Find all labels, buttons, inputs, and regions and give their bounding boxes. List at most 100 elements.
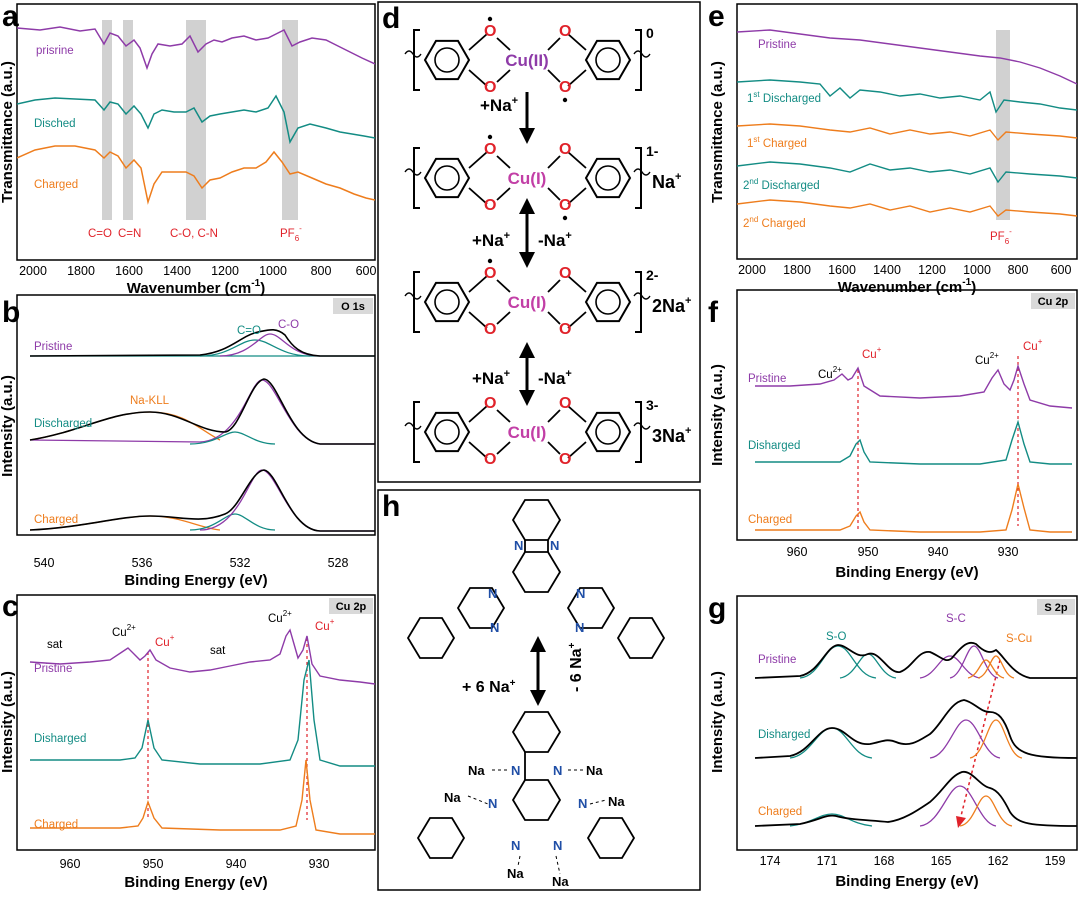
tick-label: 1000 <box>963 263 991 277</box>
step-label-na-add-1: +Na+ <box>480 95 518 115</box>
bond-line <box>567 405 587 423</box>
peak-label-cu1-2: Cu+ <box>315 617 335 633</box>
step-label-na-remove-2: -Na+ <box>538 230 572 250</box>
sodium-count: 3Na+ <box>652 425 691 446</box>
tick-label: 1600 <box>828 263 856 277</box>
panel-c: c Cu 2p Pristine Disharged Charged sat s… <box>0 590 376 891</box>
panel-label-f: f <box>708 296 719 329</box>
tick-label: 1400 <box>873 263 901 277</box>
aromatic-circle <box>595 165 621 191</box>
series-line-charged-c <box>30 759 375 835</box>
step-label-plus-6na: + 6 Na+ <box>462 678 516 696</box>
tick-label: 940 <box>928 545 949 559</box>
band-label-c-n-double: C=N <box>118 228 141 240</box>
series-line-2nd-discharged-e <box>737 161 1077 184</box>
panel-b: b O 1s Pristine Discharged Charged C=O C… <box>0 294 376 589</box>
plot-frame-f <box>736 289 1078 541</box>
panel-g: g S 2p Pristine Disharged Ch <box>708 592 1078 890</box>
core-level-tag-c: Cu 2p <box>336 601 367 613</box>
tag-bg-f <box>1031 293 1075 309</box>
series-label-disharged-f: Disharged <box>748 440 800 452</box>
scheme-arrows-d <box>519 92 535 406</box>
n-atom: N <box>511 763 520 778</box>
core-level-tag-b: O 1s <box>341 301 365 313</box>
peak-label-cu1-f-2: Cu+ <box>1023 337 1043 353</box>
n-atom: N <box>553 838 562 853</box>
x-axis-title-b: Binding Energy (eV) <box>124 572 267 589</box>
series-line-2nd-charged-e <box>737 199 1077 217</box>
radical-dot <box>562 215 568 221</box>
peak-label-cu2-2: Cu2+ <box>268 609 292 625</box>
tick-label: 950 <box>143 857 164 871</box>
aromatic-circle <box>595 419 621 445</box>
tick-label: 1200 <box>918 263 946 277</box>
fit-line-discharged-c-o-double <box>189 431 276 445</box>
plot-frame-g <box>736 595 1078 851</box>
panel-label-g: g <box>708 592 726 625</box>
panel-d: d O O O O Cu(II) 0 O O O O Cu(I) 1- Na+ O O O O Cu(I) 2- 2N… <box>377 1 701 483</box>
polymer-wave-left <box>404 422 422 430</box>
bond-line <box>468 187 488 205</box>
na-label: Na <box>444 790 461 805</box>
peak-label-cu2-f-1: Cu2+ <box>818 365 842 381</box>
bond-line <box>496 187 511 201</box>
oxygen-atom: O <box>484 197 496 214</box>
step-label-minus-6na: - 6 Na+ <box>567 642 585 692</box>
oxygen-atom: O <box>559 451 571 468</box>
tick-label: 528 <box>328 556 349 570</box>
peak-label-s-o: S-O <box>826 631 847 643</box>
aromatic-circle <box>434 289 460 315</box>
tick-label: 600 <box>356 264 377 278</box>
band-pf6 <box>282 20 298 220</box>
band-label-pf6: PF6- <box>280 224 302 243</box>
copper-center: Cu(I) <box>508 169 547 188</box>
series-label-pristine-b: Pristine <box>34 341 72 353</box>
tick-label: 1800 <box>67 264 95 278</box>
oxygen-atom: O <box>484 321 496 338</box>
fit-line-discharged-envelope <box>754 699 1077 759</box>
core-level-tag-f: Cu 2p <box>1038 296 1069 308</box>
plot-frame-c <box>16 594 376 851</box>
plot-frame-a <box>16 3 376 261</box>
panel-h: h N N N N N N - 6 Na+ + 6 Na+ <box>377 489 701 891</box>
panel-a: a prisrine Disched Charged C=O C=N C-O, … <box>0 0 376 297</box>
panel-f: f Cu 2p Pristine Disharged Charged Cu2+ … <box>708 289 1078 581</box>
n-atom: N <box>514 538 523 553</box>
n-atom: N <box>575 620 584 635</box>
x-axis-title-g: Binding Energy (eV) <box>835 873 978 890</box>
scheme-row-2: O O O O Cu(I) 2- 2Na+ <box>404 258 691 338</box>
charge-label: 0 <box>646 25 654 41</box>
copper-center: Cu(I) <box>508 423 547 442</box>
fit-line-discharged-s-cu <box>969 719 1023 759</box>
series-line-1st-discharged-e <box>737 79 1077 114</box>
n-atom: N <box>490 620 499 635</box>
fit-line-pristine-c-o-double <box>199 339 311 357</box>
n-atom: N <box>511 838 520 853</box>
series-label-pristine-f: Pristine <box>748 373 786 385</box>
bond-line <box>496 37 511 51</box>
n-atom: N <box>578 796 587 811</box>
x-axis-title-f: Binding Energy (eV) <box>835 564 978 581</box>
peak-label-c-o-double: C=O <box>237 325 261 337</box>
tick-label: 171 <box>817 854 838 868</box>
series-line-pristine-c <box>29 628 375 685</box>
bracket-right <box>635 147 642 209</box>
tag-bg-b <box>333 298 373 314</box>
bond-line <box>468 311 488 329</box>
fit-line-pristine-envelope <box>754 641 1077 679</box>
na-label: Na <box>507 866 524 881</box>
bracket-right <box>635 271 642 333</box>
scheme-frame-h <box>377 489 701 891</box>
aromatic-circle <box>595 47 621 73</box>
y-axis-title-g: Intensity (a.u.) <box>709 671 726 773</box>
fit-line-charged-c-o-double <box>189 513 276 531</box>
tick-label: 930 <box>998 545 1019 559</box>
series-line-1st-charged-e <box>737 123 1077 142</box>
n-atoms-oxidized: N N N N N N <box>488 538 585 635</box>
oxygen-atom: O <box>484 451 496 468</box>
hatn-structure-oxidized <box>406 499 666 659</box>
tick-label: 600 <box>1051 263 1072 277</box>
series-label-1st-discharged-e: 1st Discharged <box>747 90 821 105</box>
plot-frame-e <box>736 3 1078 260</box>
